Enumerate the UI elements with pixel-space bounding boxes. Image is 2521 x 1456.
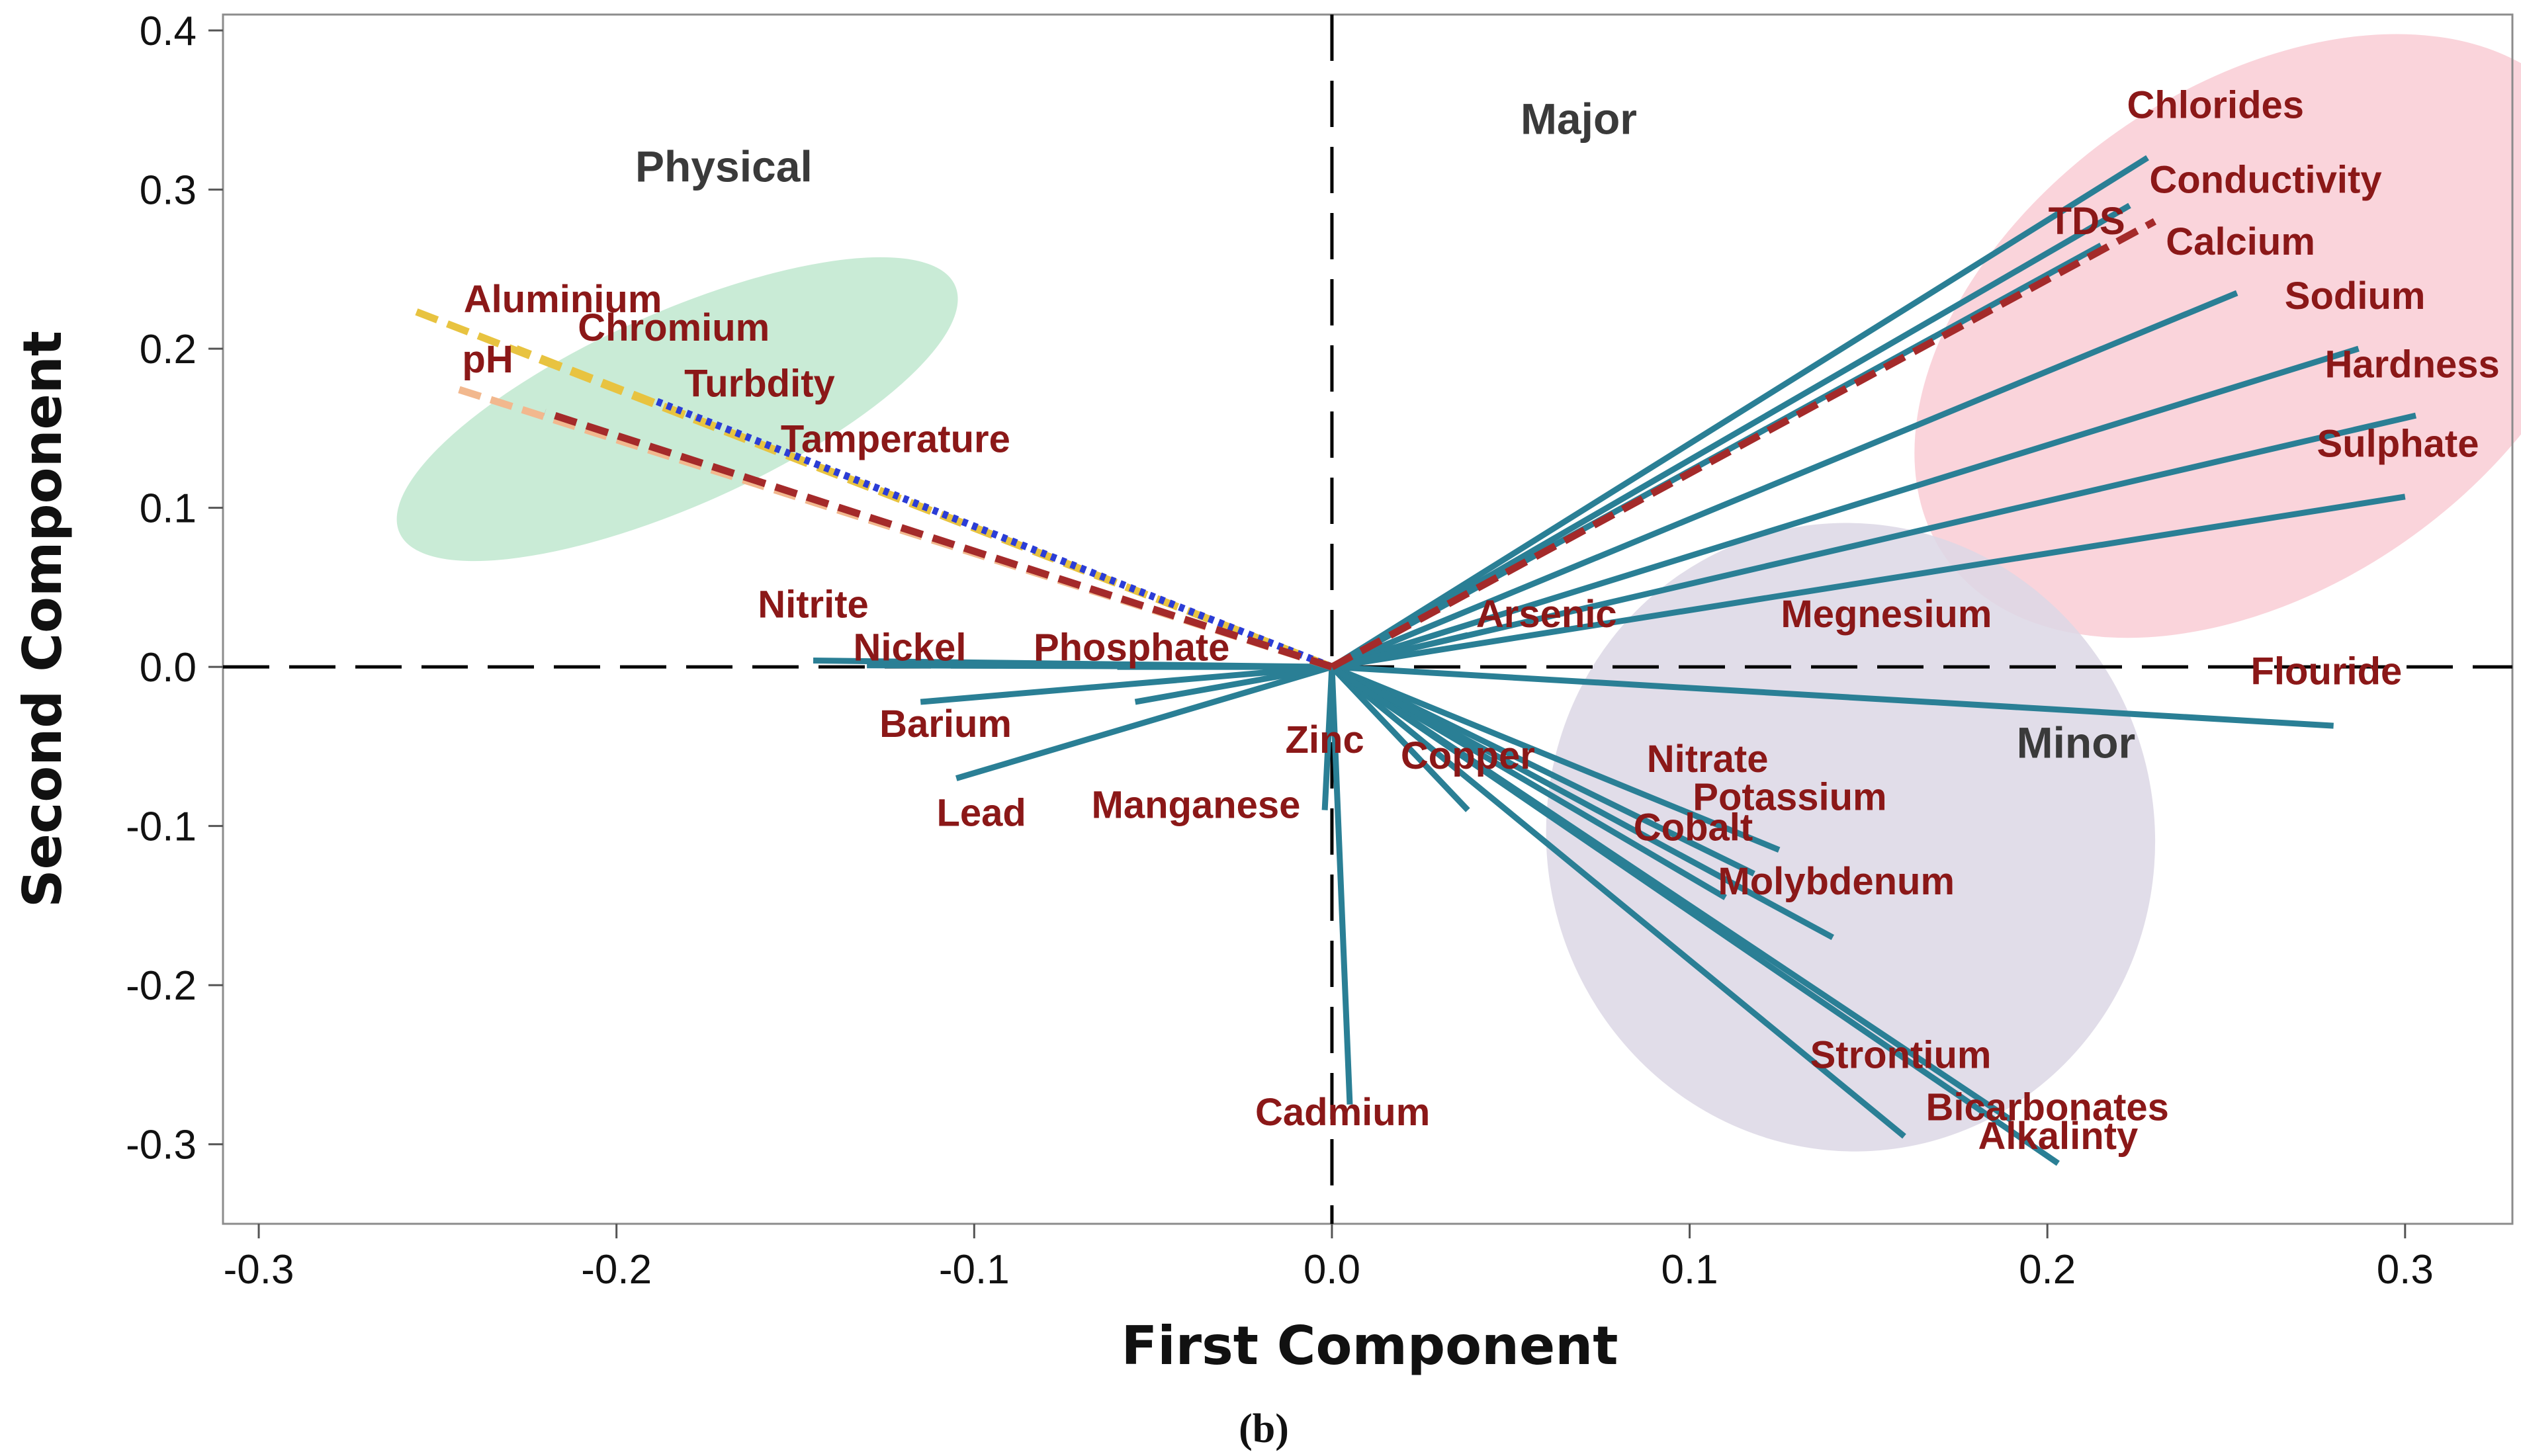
vector-molybdenum <box>1330 664 1834 941</box>
label-cadmium: Cadmium <box>1255 1091 1430 1134</box>
group-labels: Physical Major Minor <box>635 94 2135 767</box>
label-zinc: Zinc <box>1286 718 1364 761</box>
vector-sulphate <box>1331 412 2417 670</box>
plot-frame <box>222 13 2514 1225</box>
figure-caption: (b) <box>1239 1406 1289 1451</box>
ellipse-minor <box>1546 523 2156 1152</box>
label-alkalinty: Alkalinty <box>1978 1115 2139 1158</box>
group-label-physical: Physical <box>635 142 813 191</box>
label-chlorides: Chlorides <box>2127 83 2305 126</box>
label-nickel: Nickel <box>854 626 967 669</box>
label-turbdity: Turbdity <box>684 362 835 405</box>
vector-nitrate <box>1331 664 1781 853</box>
group-label-major: Major <box>1521 94 1637 143</box>
vector-flouride <box>1331 664 2334 729</box>
vector-alkalinty <box>1330 664 2060 1166</box>
vector-strontium <box>1330 664 1906 1139</box>
y-tick-label: 0.1 <box>140 486 197 532</box>
label-sulphate: Sulphate <box>2317 423 2479 466</box>
vector-barium <box>920 664 1333 705</box>
label-barium: Barium <box>879 703 1012 746</box>
vector-lead <box>955 664 1333 781</box>
vector-turbdity <box>650 396 1333 671</box>
x-tick-label: 0.3 <box>2377 1247 2434 1293</box>
vector-tds <box>1330 218 2156 670</box>
loading-vectors <box>408 155 2417 1166</box>
label-ph: pH <box>462 338 513 381</box>
label-bicarbonates: Bicarbonates <box>1925 1086 2168 1129</box>
label-tds: TDS <box>2049 200 2125 243</box>
y-tick-label: 0.2 <box>140 327 197 372</box>
x-tick-label: 0.2 <box>2019 1247 2076 1293</box>
label-conductivity: Conductivity <box>2149 158 2381 201</box>
y-tick-label: 0.0 <box>140 645 197 691</box>
y-tick-label: -0.1 <box>126 804 197 850</box>
y-axis-title: Second Component <box>12 331 73 908</box>
vector-tamperature <box>543 409 1333 671</box>
y-tick-label: 0.3 <box>140 168 197 214</box>
label-strontium: Strontium <box>1810 1033 1992 1076</box>
label-cobalt: Cobalt <box>1634 806 1753 849</box>
label-arsenic: Arsenic <box>1476 593 1617 636</box>
x-tick-label: 0.1 <box>1661 1247 1718 1293</box>
label-hardness: Hardness <box>2324 343 2499 386</box>
ellipse-major <box>1914 34 2521 638</box>
label-lead: Lead <box>936 792 1026 835</box>
x-tick-label: 0.0 <box>1304 1247 1360 1293</box>
group-label-minor: Minor <box>2017 718 2136 767</box>
label-aluminium: Aluminium <box>464 278 662 321</box>
label-chromium: Chromium <box>578 306 770 349</box>
label-phosphate: Phosphate <box>1034 626 1230 669</box>
vector-cadmium <box>1329 666 1353 1105</box>
label-megnesium: Megnesium <box>1781 593 1992 636</box>
vector-copper <box>1329 665 1470 812</box>
vector-megnesium <box>1331 493 2406 670</box>
vector-zinc <box>1134 664 1333 705</box>
label-copper: Copper <box>1401 734 1535 777</box>
y-tick-label: 0.4 <box>140 9 197 54</box>
label-molybdenum: Molybdenum <box>1718 860 1955 903</box>
x-tick-label: -0.3 <box>224 1247 294 1293</box>
label-manganese: Manganese <box>1092 784 1301 827</box>
x-axis-title: First Component <box>1122 1315 1618 1377</box>
axis-ticks: -0.3 -0.2 -0.1 0.0 0.1 0.2 0.3 -0.3 -0.2 -0.1 0.0 0… <box>126 9 2434 1293</box>
label-tamperature: Tamperature <box>781 417 1010 460</box>
y-tick-label: -0.2 <box>126 963 197 1009</box>
label-nitrite: Nitrite <box>758 583 869 626</box>
label-potassium: Potassium <box>1693 776 1886 819</box>
x-tick-label: -0.1 <box>939 1247 1010 1293</box>
vector-conductivity <box>1330 202 2131 670</box>
vector-sodium <box>1331 290 2238 670</box>
vector-potassium <box>1330 664 1755 877</box>
group-ellipses <box>396 34 2521 1152</box>
label-calcium: Calcium <box>2166 220 2315 263</box>
vector-hardness <box>1331 345 2360 670</box>
y-tick-label: -0.3 <box>126 1123 197 1168</box>
label-flouride: Flouride <box>2250 650 2402 693</box>
label-sodium: Sodium <box>2285 275 2426 318</box>
vector-chlorides <box>1330 155 2149 669</box>
x-tick-label: -0.2 <box>581 1247 652 1293</box>
label-nitrate: Nitrate <box>1647 738 1769 781</box>
